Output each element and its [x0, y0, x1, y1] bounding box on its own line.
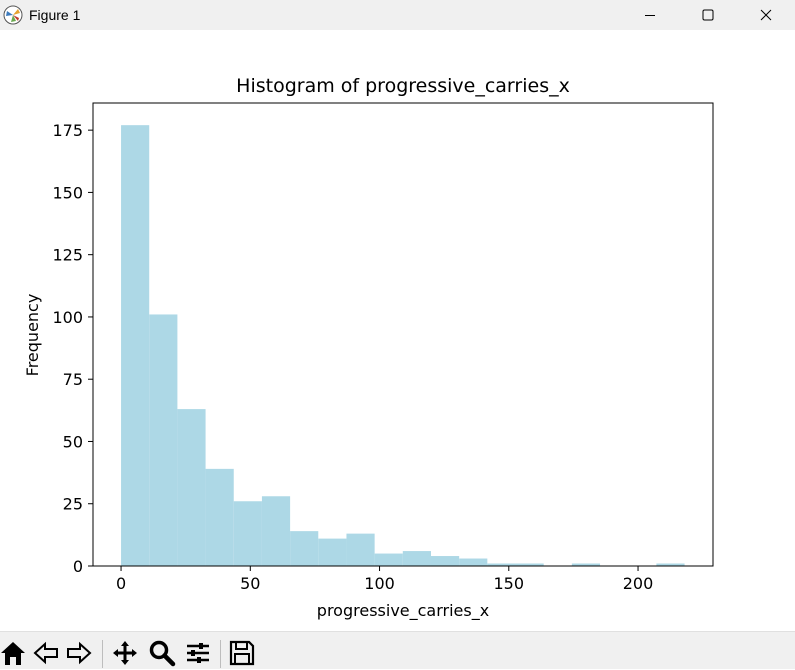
toolbar-separator — [220, 640, 221, 668]
histogram-bar — [656, 563, 685, 566]
y-tick-label: 25 — [63, 495, 83, 514]
matplotlib-app-icon — [3, 5, 23, 25]
y-tick-label: 100 — [52, 308, 83, 327]
y-tick-label: 50 — [63, 432, 83, 451]
pan-button[interactable] — [108, 636, 142, 670]
maximize-button[interactable] — [679, 0, 737, 30]
y-axis-label: Frequency — [23, 294, 42, 377]
histogram-bar — [318, 538, 347, 566]
save-button[interactable] — [225, 636, 259, 670]
histogram-chart: 0 50 100 150 200 0 25 50 75 100 125 150 175 Histogr… — [23, 75, 714, 621]
home-icon — [1, 642, 25, 665]
zoom-button[interactable] — [145, 636, 179, 670]
window-titlebar: Figure 1 — [0, 0, 795, 30]
close-button[interactable] — [737, 0, 795, 30]
histogram-bar — [571, 563, 601, 566]
histogram-bar — [233, 501, 262, 566]
x-tick-label: 0 — [116, 574, 126, 593]
x-tick-label: 50 — [240, 574, 260, 593]
navigation-toolbar — [0, 631, 795, 669]
configure-subplots-icon — [187, 643, 209, 663]
forward-button[interactable] — [62, 636, 96, 670]
histogram-bar — [290, 531, 319, 566]
histogram-bar — [205, 468, 234, 566]
y-tick-label: 125 — [52, 246, 83, 265]
chart-title: Histogram of progressive_carries_x — [236, 75, 570, 97]
histogram-bar — [261, 496, 291, 566]
maximize-icon — [702, 9, 714, 21]
x-axis-label: progressive_carries_x — [317, 601, 489, 621]
forward-icon — [67, 641, 92, 665]
y-tick-label: 175 — [52, 121, 83, 140]
zoom-icon — [149, 640, 176, 667]
histogram-bar — [177, 409, 206, 566]
x-tick-label: 150 — [494, 574, 525, 593]
figure-canvas[interactable]: 0 50 100 150 200 0 25 50 75 100 125 150 175 Histogr… — [0, 30, 795, 630]
histogram-bar — [402, 551, 431, 566]
y-tick-label: 0 — [73, 557, 83, 576]
histogram-bar — [515, 563, 544, 566]
histogram-bar — [430, 556, 460, 566]
home-button[interactable] — [0, 636, 30, 670]
pan-icon — [113, 641, 137, 665]
minimize-icon — [645, 15, 655, 16]
histogram-bar — [487, 563, 516, 566]
close-icon — [760, 9, 772, 21]
save-icon — [229, 640, 255, 666]
minimize-button[interactable] — [621, 0, 679, 30]
x-tick-label: 200 — [623, 574, 654, 593]
histogram-bar — [149, 314, 178, 566]
histogram-bar — [459, 558, 488, 566]
histogram-bar — [374, 553, 403, 566]
y-tick-label: 75 — [63, 370, 83, 389]
window-title: Figure 1 — [29, 7, 81, 23]
configure-subplots-button[interactable] — [181, 636, 215, 670]
y-tick-label: 150 — [52, 183, 83, 202]
axes-frame — [92, 102, 714, 567]
toolbar-separator — [102, 640, 103, 668]
histogram-bar — [346, 533, 375, 566]
histogram-bar — [121, 125, 150, 566]
back-icon — [33, 641, 58, 665]
back-button[interactable] — [29, 636, 63, 670]
x-tick-label: 100 — [364, 574, 395, 593]
